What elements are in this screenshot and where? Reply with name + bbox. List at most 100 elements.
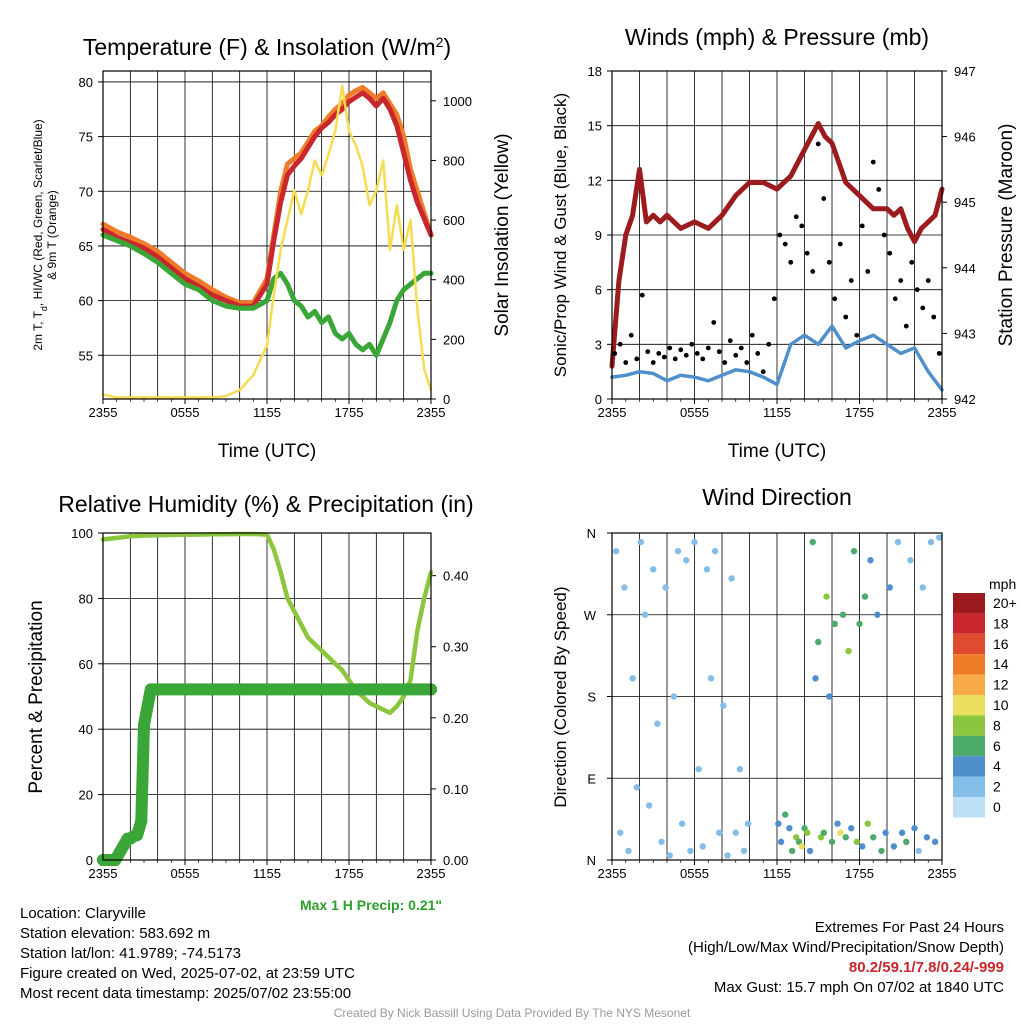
extremes-info: Extremes For Past 24 Hours (High/Low/Max… xyxy=(688,918,1004,998)
direction-point xyxy=(674,547,682,555)
direction-point xyxy=(707,675,715,682)
legend-label: 16 xyxy=(993,636,1009,652)
direction-point xyxy=(687,847,694,855)
direction-tick-label: S xyxy=(587,690,596,705)
legend-swatch xyxy=(953,776,985,797)
precip-point xyxy=(397,683,410,696)
gust-point xyxy=(810,269,816,274)
direction-point xyxy=(820,829,827,836)
y-right-tick-label: 0.00 xyxy=(443,853,468,868)
direction-point xyxy=(919,584,926,591)
max-gust-text: Max Gust: 15.7 mph On 07/02 at 1840 UTC xyxy=(713,979,1004,996)
gust-point xyxy=(744,360,750,365)
y-right-tick-label: 0.30 xyxy=(443,640,468,655)
winds-ylabel: Sonic/Prop Wind & Gust (Blue, Black) xyxy=(551,93,570,377)
gust-point xyxy=(727,338,733,344)
gust-point xyxy=(623,360,629,365)
direction-point xyxy=(740,847,748,855)
legend-swatch xyxy=(953,756,985,777)
temperature-ylabel-line2: & 9m T (Orange) xyxy=(45,190,59,280)
direction-point xyxy=(703,566,711,573)
direction-point xyxy=(798,843,805,850)
y-right-tick-label: 942 xyxy=(954,392,976,407)
y-right-tick-label: 600 xyxy=(443,213,465,228)
direction-point xyxy=(882,829,889,836)
direction-point xyxy=(923,834,931,841)
direction-point xyxy=(711,547,719,555)
y-right-tick-label: 0 xyxy=(443,392,450,407)
precip-point xyxy=(151,683,164,696)
direction-point xyxy=(845,647,852,655)
direction-point xyxy=(716,829,723,836)
precip-point xyxy=(131,829,144,842)
x-tick-label: 1155 xyxy=(763,405,791,420)
temperature-series-line xyxy=(100,90,434,309)
direction-point xyxy=(695,765,702,773)
gust-point xyxy=(887,250,893,256)
direction-point xyxy=(786,825,793,832)
direction-point xyxy=(839,611,847,618)
direction-point xyxy=(788,847,796,855)
direction-point xyxy=(856,620,863,628)
legend-label: 14 xyxy=(993,656,1009,672)
gust-point xyxy=(694,351,700,356)
direction-point xyxy=(907,557,914,564)
gust-point xyxy=(766,341,772,347)
temperature-series-line xyxy=(100,84,434,306)
direction-point xyxy=(621,584,628,591)
direction-point xyxy=(775,820,782,827)
credit-text: Created By Nick Bassill Using Data Provi… xyxy=(333,1006,691,1020)
x-tick-label: 2355 xyxy=(928,866,957,881)
winds-xlabel: Time (UTC) xyxy=(728,441,827,462)
gust-point xyxy=(705,345,711,351)
direction-point xyxy=(842,834,849,841)
direction-point xyxy=(878,847,885,855)
gust-point xyxy=(826,259,832,265)
temperature-series-line xyxy=(101,84,433,399)
station-info: Location: Claryville Station elevation: … xyxy=(20,904,355,1004)
y-right-tick-label: 0.10 xyxy=(443,782,468,797)
gust-point xyxy=(788,259,794,265)
x-tick-label: 1155 xyxy=(253,405,281,420)
gust-point xyxy=(656,351,662,356)
gust-point xyxy=(815,141,821,147)
direction-point xyxy=(864,820,871,827)
direction-point xyxy=(736,765,744,773)
temperature-panel: 2355 0555 1155 1755 235555606570758002004006… xyxy=(31,34,513,462)
direction-point xyxy=(744,820,752,827)
direction-point xyxy=(691,538,698,546)
precip-point xyxy=(206,683,219,696)
gust-point xyxy=(936,351,942,356)
direction-point xyxy=(641,611,649,618)
y-tick-label: 15 xyxy=(588,119,602,134)
direction-point xyxy=(870,834,877,841)
gust-point xyxy=(876,187,882,192)
y-tick-label: 65 xyxy=(79,239,93,254)
precip-point xyxy=(315,683,328,696)
direction-point xyxy=(898,829,906,836)
gust-point xyxy=(881,232,887,238)
extremes-values: 80.2/59.1/7.8/0.24/-999 xyxy=(848,959,1004,976)
x-tick-label: 1155 xyxy=(253,866,281,881)
direction-point xyxy=(637,538,645,546)
legend-swatch xyxy=(953,797,985,818)
gust-point xyxy=(920,305,926,311)
winds-panel: 2355 0555 1155 1755 235503691215189429439449… xyxy=(551,24,1017,462)
gust-point xyxy=(843,314,849,320)
direction-point xyxy=(662,584,669,591)
humidity-line xyxy=(100,531,434,716)
legend-label: 4 xyxy=(993,758,1001,774)
y-right-tick-label: 947 xyxy=(954,64,976,79)
humidity-panel: 2355 0555 1155 1755 23550204060801000.000.10… xyxy=(26,491,474,881)
gust-point xyxy=(909,259,915,265)
direction-point xyxy=(782,811,789,818)
temperature-series-line xyxy=(100,232,434,358)
gust-point xyxy=(678,347,684,353)
legend-label: 2 xyxy=(993,779,1001,795)
y-right-tick-label: 943 xyxy=(954,326,976,341)
x-tick-label: 0555 xyxy=(680,405,709,420)
gust-point xyxy=(612,351,618,356)
direction-point xyxy=(834,820,841,827)
y-tick-label: 40 xyxy=(79,722,93,737)
gust-point xyxy=(722,360,728,365)
